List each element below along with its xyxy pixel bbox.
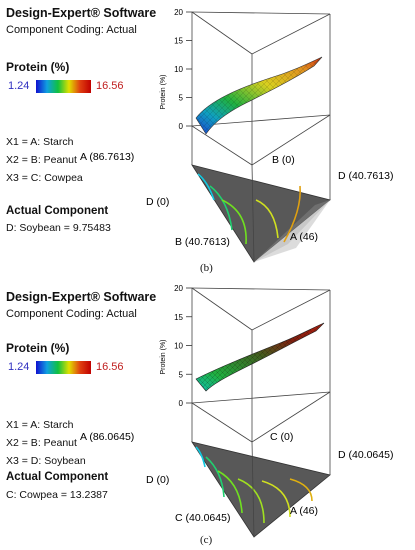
component-x2: X2 = B: Peanut: [6, 437, 77, 449]
component-x2: X2 = B: Peanut: [6, 154, 77, 166]
vertex-label: D (40.0645): [338, 449, 393, 461]
panel-b: Design-Expert® Software Component Coding…: [6, 6, 393, 274]
component-coding: Component Coding: Actual: [6, 308, 137, 320]
contour-line: [221, 199, 247, 245]
plot-box: [191, 11, 331, 166]
drop-lines: [191, 115, 331, 263]
panel-c: Design-Expert® Software Component Coding…: [0, 275, 415, 550]
contour-line: [205, 456, 225, 498]
actual-component-value: D: Soybean = 9.75483: [6, 222, 111, 234]
panel-caption: (b): [200, 262, 213, 274]
component-coding: Component Coding: Actual: [6, 24, 137, 36]
contour-line: [209, 185, 233, 231]
contour-line: [217, 470, 243, 514]
surface-plot-b: 20 15 10 5 0 Protein (%): [80, 8, 393, 263]
z-tick-label: 0: [179, 122, 184, 131]
component-x3: X3 = D: Soybean: [6, 455, 86, 467]
contour-line: [261, 480, 291, 518]
vertex-label: B (0): [272, 154, 295, 166]
legend-max: 16.56: [96, 80, 124, 92]
surface-plot-c: 20 15 10 5 0 Protein (%): [80, 284, 393, 538]
contour-line: [283, 185, 301, 243]
plot-box: [191, 287, 331, 443]
component-x1: X1 = A: Starch: [6, 419, 74, 431]
z-tick-label: 0: [179, 399, 184, 408]
legend-title: Protein (%): [6, 341, 70, 355]
component-list: X1 = A: Starch X2 = B: Peanut X3 = D: So…: [6, 416, 86, 470]
contour-line: [255, 199, 279, 239]
component-x1: X1 = A: Starch: [6, 136, 74, 148]
vertex-label: C (0): [270, 431, 293, 443]
floor-light: [254, 200, 330, 262]
z-tick-label: 10: [174, 342, 183, 351]
component-list: X1 = A: Starch X2 = B: Peanut X3 = C: Co…: [6, 133, 83, 187]
legend-colorbar: [36, 80, 91, 93]
legend-colorbar: [36, 361, 91, 374]
software-title: Design-Expert® Software: [6, 290, 157, 304]
vertex-label: A (46): [290, 231, 318, 243]
actual-component-title: Actual Component: [6, 205, 109, 217]
vertex-label: A (86.0645): [80, 431, 134, 443]
actual-component-title: Actual Component: [6, 471, 109, 483]
z-axis: 20 15 10 5 0 Protein (%): [160, 284, 192, 408]
legend-min: 1.24: [8, 80, 30, 92]
z-tick-label: 10: [174, 65, 183, 74]
vertex-label: A (86.7613): [80, 151, 134, 163]
legend-title: Protein (%): [6, 60, 70, 74]
z-axis-label: Protein (%): [160, 339, 167, 374]
drop-lines: [191, 392, 331, 538]
contour-line: [237, 478, 265, 524]
contour-line: [289, 478, 313, 502]
z-tick-label: 15: [174, 313, 183, 322]
component-x3: X3 = C: Cowpea: [6, 172, 83, 184]
software-title: Design-Expert® Software: [6, 6, 157, 20]
panel-caption: (c): [200, 534, 213, 546]
vertex-label: A (46): [290, 505, 318, 517]
vertex-label: D (0): [146, 474, 169, 486]
z-tick-label: 5: [179, 94, 184, 103]
vertex-label: D (0): [146, 196, 169, 208]
z-tick-label: 20: [174, 8, 183, 17]
floor-contours: [197, 173, 301, 245]
z-tick-label: 5: [179, 370, 184, 379]
vertex-label: B (40.7613): [175, 236, 230, 248]
z-tick-label: 20: [174, 284, 183, 293]
z-axis: 20 15 10 5 0 Protein (%): [160, 8, 192, 131]
vertex-label: C (40.0645): [175, 512, 230, 524]
surface-mesh: [196, 57, 322, 134]
actual-component-value: C: Cowpea = 13.2387: [6, 489, 108, 501]
contour-line: [197, 173, 215, 201]
contour-line: [195, 446, 206, 468]
floor-contours: [195, 446, 313, 524]
z-axis-label: Protein (%): [160, 74, 167, 109]
z-tick-label: 15: [174, 37, 183, 46]
legend-max: 16.56: [96, 361, 124, 373]
legend-min: 1.24: [8, 361, 30, 373]
surface-mesh: [196, 323, 324, 391]
vertex-label: D (40.7613): [338, 170, 393, 182]
